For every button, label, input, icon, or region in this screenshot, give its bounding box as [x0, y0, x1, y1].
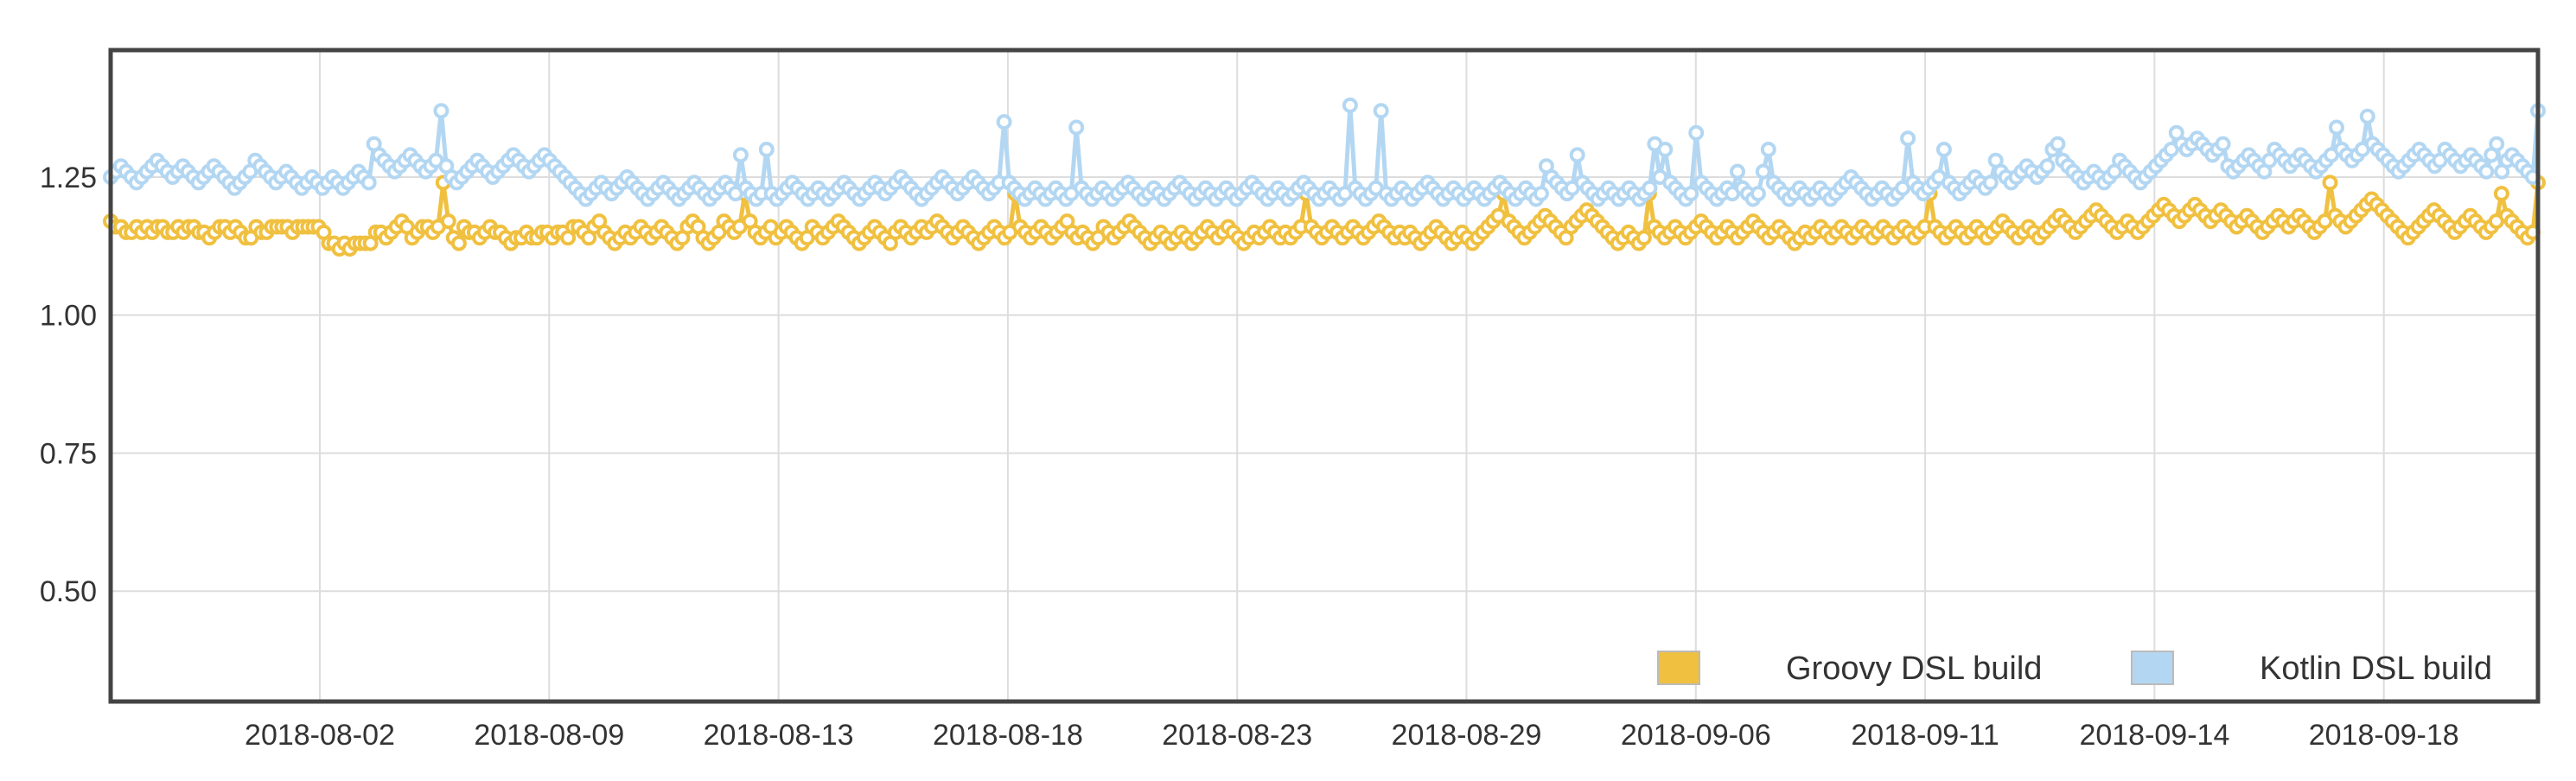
data-point [2322, 175, 2338, 191]
y-tick-label: 0.50 [40, 575, 97, 608]
data-point [2039, 158, 2056, 175]
x-axis: 2018-08-02 2018-08-09 2018-08-13 2018-08-18… [245, 719, 2459, 752]
data-point [1760, 142, 1776, 157]
data-point [1068, 119, 1085, 136]
data-point [2215, 136, 2231, 152]
data-point [433, 103, 450, 119]
data-point [440, 213, 456, 230]
legend-swatch [2131, 651, 2174, 685]
legend-item: Kotlin DSL build [2131, 651, 2492, 687]
y-tick-label: 0.75 [40, 437, 97, 470]
y-axis: 0.50 0.75 1.00 1.25 [40, 162, 97, 608]
data-point [2493, 186, 2509, 202]
plot-frame [108, 48, 2541, 704]
data-point [996, 114, 1012, 130]
data-point [2050, 136, 2066, 152]
x-tick-label: 2018-08-29 [1392, 719, 1542, 752]
legend: Groovy DSL build Kotlin DSL build [1657, 651, 2492, 687]
data-point [732, 147, 749, 163]
data-point [1569, 147, 1585, 163]
series-groovy-dsl-build [103, 175, 2546, 257]
legend-item: Groovy DSL build [1657, 651, 2042, 687]
data-point [1373, 103, 1389, 119]
data-point [1657, 142, 1674, 157]
data-point [1342, 97, 1358, 113]
data-point [1900, 130, 1916, 147]
x-tick-label: 2018-08-13 [704, 719, 854, 752]
y-tick-label: 1.25 [40, 162, 97, 194]
x-tick-label: 2018-08-02 [245, 719, 395, 752]
x-tick-label: 2018-08-18 [933, 719, 1083, 752]
data-point [1935, 142, 1952, 157]
data-point [758, 142, 775, 157]
legend-label: Kotlin DSL build [2260, 651, 2492, 687]
data-point [1683, 186, 1699, 202]
legend-swatch [1657, 651, 1700, 685]
x-tick-label: 2018-09-18 [2309, 719, 2459, 752]
data-point [1750, 186, 1766, 202]
series-layer [103, 97, 2546, 257]
x-tick-label: 2018-08-09 [474, 719, 624, 752]
x-tick-label: 2018-09-11 [1851, 719, 1999, 752]
x-tick-label: 2018-09-06 [1621, 719, 1771, 752]
data-point [2329, 119, 2344, 136]
x-tick-label: 2018-08-23 [1162, 719, 1312, 752]
data-point [1730, 163, 1745, 180]
legend-label: Groovy DSL build [1786, 651, 2042, 687]
data-point [1533, 186, 1549, 202]
data-point [1755, 163, 1771, 180]
x-tick-label: 2018-09-14 [2079, 719, 2229, 752]
data-point [1642, 180, 1658, 196]
data-point [1982, 175, 1999, 191]
data-point [1688, 124, 1705, 141]
y-tick-label: 1.00 [40, 300, 97, 333]
data-point [360, 175, 377, 191]
data-point [2489, 136, 2505, 152]
data-point [450, 235, 467, 251]
data-point [2359, 108, 2375, 124]
data-point [1636, 230, 1652, 246]
series-kotlin-dsl-build [103, 97, 2546, 207]
data-point [2478, 163, 2495, 180]
